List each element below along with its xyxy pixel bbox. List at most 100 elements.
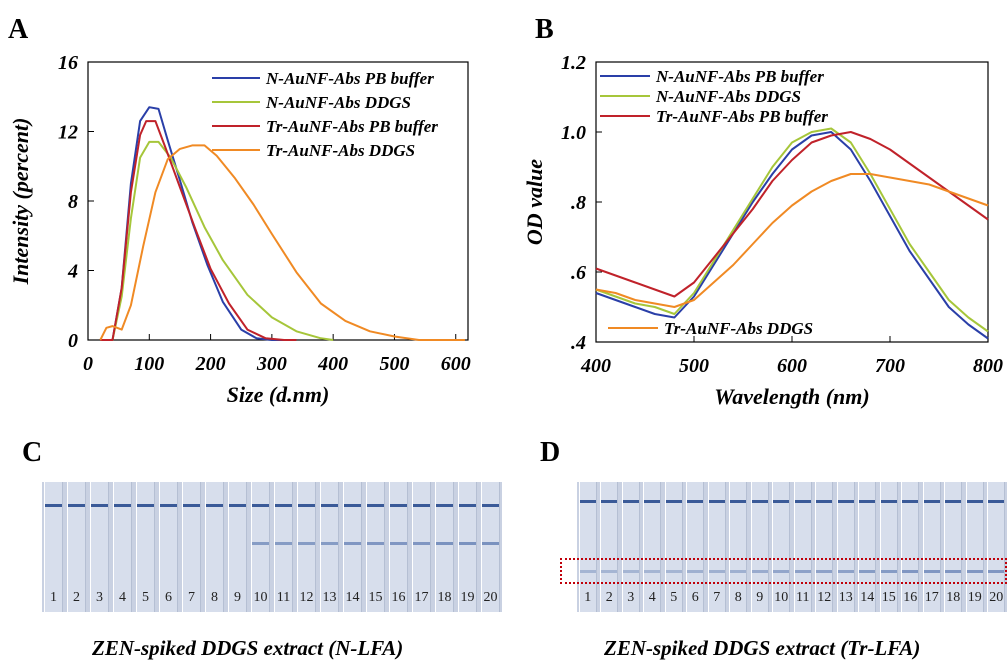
control-line [228, 504, 247, 507]
strip-number: 9 [756, 590, 764, 605]
control-line [343, 504, 362, 507]
x-tick-label: 400 [317, 353, 348, 375]
test-strip: 20 [987, 482, 1006, 612]
test-strip: 6 [158, 482, 179, 612]
strip-number: 19 [967, 590, 982, 605]
test-strip: 7 [181, 482, 202, 612]
y-tick-label: 12 [58, 122, 78, 144]
y-tick-label: 1.2 [561, 52, 586, 74]
control-line [622, 500, 639, 503]
control-line [837, 500, 854, 503]
strip-number: 19 [460, 590, 475, 605]
control-line [136, 504, 155, 507]
chart-a-size-distribution: 0 100 200 300 400 500 600 0 4 8 12 16 Size (d.nm) Int… [8, 52, 471, 407]
panel-label-d: D [540, 437, 561, 468]
test-strip: 14 [858, 482, 877, 612]
control-line [366, 504, 385, 507]
test-strip: 15 [365, 482, 386, 612]
test-strip: 13 [836, 482, 855, 612]
series-line-3 [595, 131, 989, 298]
test-line [665, 570, 682, 573]
x-axis-label: Wavelength (nm) [714, 384, 869, 409]
control-line [816, 500, 833, 503]
test-strip: 8 [204, 482, 225, 612]
chart-b-od-spectrum: 400 500 600 700 800 .4 .6 .8 1.0 1.2 Wavelength (n… [522, 52, 1003, 409]
test-strip: 4 [643, 482, 662, 612]
strip-number: 7 [187, 590, 195, 605]
y-axis-label: Intensity (percent) [8, 118, 33, 286]
control-line [687, 500, 704, 503]
y-tick-label: 8 [68, 191, 78, 213]
strip-number: 6 [164, 590, 172, 605]
series-line-4 [595, 173, 989, 308]
test-line [644, 570, 661, 573]
strip-number: 4 [648, 590, 656, 605]
x-tick-label: 400 [580, 355, 611, 377]
panel-label-c: C [22, 437, 43, 468]
test-strip: 8 [729, 482, 748, 612]
test-line [622, 570, 639, 573]
control-line [435, 504, 454, 507]
test-strip: 11 [273, 482, 294, 612]
test-line [320, 542, 339, 545]
legend-label-2: N-AuNF-Abs DDGS [655, 87, 801, 106]
test-strip: 18 [944, 482, 963, 612]
strip-number: 20 [989, 590, 1004, 605]
test-line [966, 570, 983, 573]
control-line [859, 500, 876, 503]
control-line [320, 504, 339, 507]
control-line [389, 504, 408, 507]
test-strip: 20 [480, 482, 501, 612]
test-line [751, 570, 768, 573]
strip-number: 18 [946, 590, 961, 605]
strip-number: 4 [118, 590, 126, 605]
control-line [794, 500, 811, 503]
series-line-3 [100, 120, 297, 341]
test-strip: 3 [89, 482, 110, 612]
strip-number: 13 [322, 590, 337, 605]
test-strip: 18 [434, 482, 455, 612]
control-line [902, 500, 919, 503]
test-strip: 9 [750, 482, 769, 612]
y-tick-label: 16 [58, 52, 78, 74]
strip-number: 18 [437, 590, 452, 605]
control-line [773, 500, 790, 503]
test-strip: 2 [600, 482, 619, 612]
strip-number: 10 [253, 590, 268, 605]
test-strip: 15 [879, 482, 898, 612]
strip-number: 16 [903, 590, 918, 605]
control-line [966, 500, 983, 503]
control-line [67, 504, 86, 507]
control-line [159, 504, 178, 507]
test-line [274, 542, 293, 545]
strip-number: 12 [299, 590, 314, 605]
strip-number: 3 [627, 590, 635, 605]
strip-number: 14 [345, 590, 360, 605]
test-line [923, 570, 940, 573]
strip-number: 1 [49, 590, 57, 605]
strip-number: 8 [734, 590, 742, 605]
strip-number: 20 [483, 590, 498, 605]
strip-number: 14 [860, 590, 875, 605]
test-strip: 1 [578, 482, 597, 612]
test-strip: 17 [922, 482, 941, 612]
legend-label-1: N-AuNF-Abs PB buffer [655, 67, 824, 86]
test-strip: 16 [388, 482, 409, 612]
legend-label-3: Tr-AuNF-Abs PB buffer [656, 107, 828, 126]
y-tick-label: 1.0 [561, 122, 586, 144]
control-line [458, 504, 477, 507]
test-strip: 13 [319, 482, 340, 612]
caption-d: ZEN-spiked DDGS extract (Tr-LFA) [604, 636, 921, 660]
strip-number: 3 [95, 590, 103, 605]
strip-number: 1 [584, 590, 592, 605]
test-strip: 5 [135, 482, 156, 612]
strip-number: 15 [881, 590, 896, 605]
test-line [988, 570, 1005, 573]
test-strip: 9 [227, 482, 248, 612]
test-strip: 2 [66, 482, 87, 612]
test-strip: 3 [621, 482, 640, 612]
test-line [366, 542, 385, 545]
test-line [343, 542, 362, 545]
strip-number: 16 [391, 590, 406, 605]
control-line [708, 500, 725, 503]
